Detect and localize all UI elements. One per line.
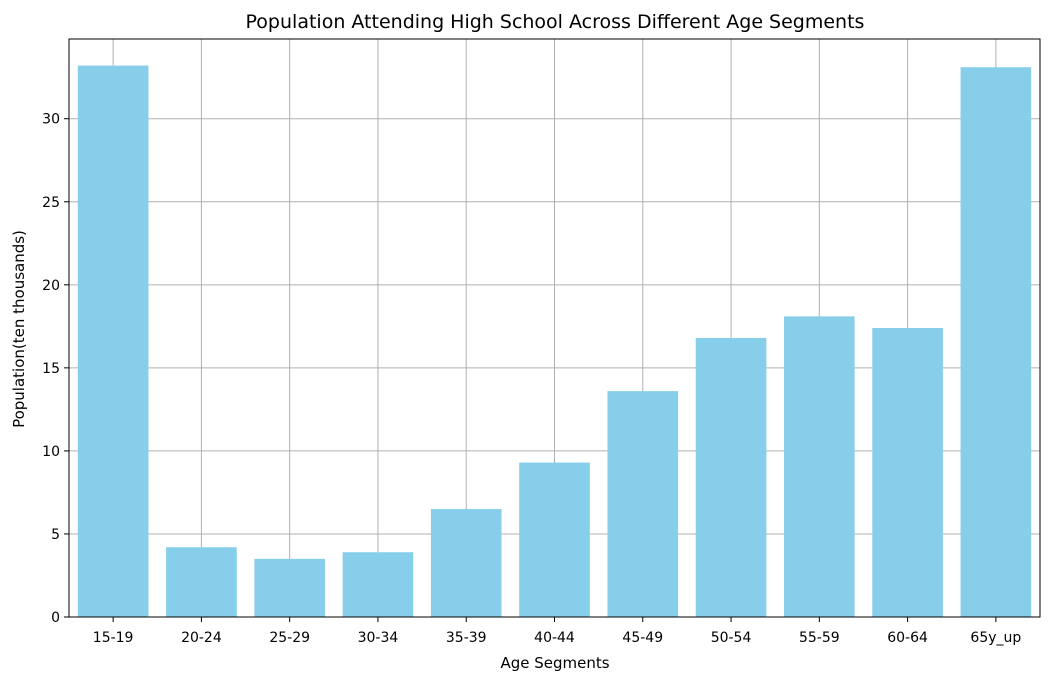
y-tick-label: 5 xyxy=(51,527,60,543)
x-tick-label: 65y_up xyxy=(970,630,1021,646)
y-tick-label: 15 xyxy=(42,361,60,377)
x-axis-title: Age Segments xyxy=(500,654,609,672)
bar-series xyxy=(77,65,1032,618)
bar-40-44 xyxy=(519,462,590,617)
x-tick-label: 60-64 xyxy=(887,630,928,646)
y-tick-label: 10 xyxy=(42,444,60,460)
y-tick-label: 20 xyxy=(42,278,60,294)
x-tick-label: 30-34 xyxy=(358,630,399,646)
y-axis-title: Population(ten thousands) xyxy=(10,230,28,428)
bar-35-39 xyxy=(430,509,502,617)
x-tick-label: 55-59 xyxy=(799,630,840,646)
bar-60-64 xyxy=(872,328,943,617)
x-tick-label: 45-49 xyxy=(622,630,663,646)
y-tick-label: 30 xyxy=(42,112,60,128)
bar-55-59 xyxy=(784,316,855,617)
bar-45-49 xyxy=(607,391,679,617)
x-tick-label: 15-19 xyxy=(93,630,134,646)
x-tick-label: 50-54 xyxy=(711,630,752,646)
x-tick-label: 20-24 xyxy=(181,630,222,646)
x-tick-label: 40-44 xyxy=(534,630,575,646)
x-tick-label: 35-39 xyxy=(446,630,487,646)
y-tick-label: 0 xyxy=(51,610,60,626)
x-tick-label: 25-29 xyxy=(269,630,310,646)
bar-15-19 xyxy=(77,65,149,618)
chart-title: Population Attending High School Across … xyxy=(246,11,865,33)
bar-20-24 xyxy=(166,547,237,617)
y-tick-label: 25 xyxy=(42,195,60,211)
bar-65y_up xyxy=(960,67,1032,617)
bar-50-54 xyxy=(695,337,767,617)
x-axis-ticks: 15-19 20-24 25-29 30-34 35-39 40-44 45-49 50-54… xyxy=(93,617,1021,646)
bar-25-29 xyxy=(254,558,325,617)
bar-30-34 xyxy=(342,552,414,617)
y-axis-ticks: 0 5 10 15 20 25 30 xyxy=(42,112,69,626)
